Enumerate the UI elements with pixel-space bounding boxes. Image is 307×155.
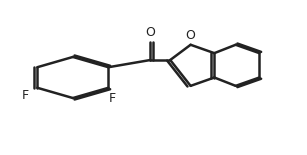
Text: F: F [109,92,116,105]
Text: F: F [22,89,29,102]
Text: O: O [146,26,155,39]
Text: O: O [185,29,195,42]
